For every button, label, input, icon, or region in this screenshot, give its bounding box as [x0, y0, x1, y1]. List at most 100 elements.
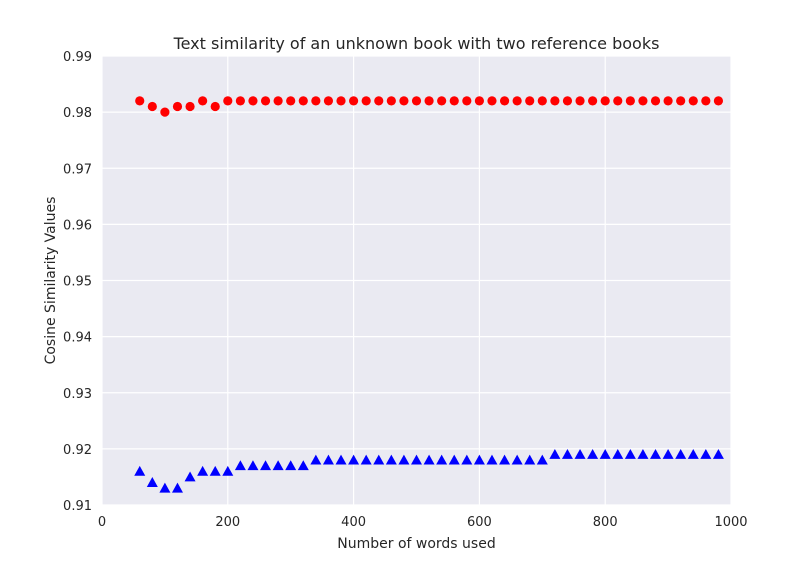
data-point-circle — [399, 96, 409, 106]
data-point-triangle — [260, 460, 272, 471]
data-point-circle — [525, 96, 535, 106]
data-point-triangle — [423, 454, 435, 465]
x-tick-labels: 0 200 400 600 800 1000 — [98, 515, 748, 530]
data-point-triangle — [234, 460, 246, 471]
y-tick-label: 0.96 — [63, 218, 92, 233]
data-point-circle — [474, 96, 484, 106]
data-point-triangle — [549, 448, 561, 459]
data-point-circle — [147, 101, 157, 112]
data-point-circle — [600, 96, 610, 106]
data-point-triangle — [687, 448, 699, 459]
data-point-circle — [323, 96, 334, 106]
data-point-triangle — [461, 454, 473, 465]
data-point-circle — [386, 96, 396, 106]
x-tick-label: 800 — [593, 515, 618, 530]
chart-title: Text similarity of an unknown book with … — [173, 34, 660, 53]
data-point-triangle — [587, 448, 599, 459]
data-point-circle — [499, 96, 510, 106]
data-point-circle — [298, 96, 308, 106]
data-point-triangle — [209, 465, 221, 476]
data-point-triangle — [184, 471, 196, 482]
data-point-circle — [311, 96, 321, 106]
data-point-triangle — [700, 448, 712, 459]
data-point-triangle — [524, 454, 536, 465]
data-point-circle — [575, 96, 585, 106]
y-tick-label: 0.91 — [63, 499, 92, 514]
data-point-circle — [210, 101, 220, 112]
data-point-triangle — [486, 454, 498, 465]
data-point-circle — [260, 96, 271, 106]
data-point-circle — [650, 96, 661, 106]
data-point-triangle — [310, 454, 322, 465]
data-point-triangle — [360, 454, 372, 465]
data-point-triangle — [448, 454, 460, 465]
data-point-circle — [361, 96, 371, 106]
data-point-triangle — [624, 448, 636, 459]
data-point-circle — [349, 96, 359, 106]
data-point-triangle — [322, 454, 334, 465]
data-point-circle — [160, 107, 170, 117]
data-point-circle — [374, 96, 384, 106]
series-2 — [134, 448, 724, 493]
data-point-triangle — [247, 460, 259, 471]
data-point-triangle — [574, 448, 586, 459]
data-point-circle — [625, 96, 635, 106]
data-point-circle — [449, 96, 459, 106]
y-tick-label: 0.93 — [63, 387, 92, 402]
data-point-circle — [424, 96, 434, 106]
data-point-triangle — [712, 448, 724, 459]
y-tick-label: 0.99 — [63, 50, 92, 65]
data-point-triangle — [171, 482, 183, 493]
data-point-triangle — [612, 448, 624, 459]
x-tick-label: 1000 — [714, 515, 747, 530]
data-point-triangle — [134, 465, 146, 476]
data-point-circle — [437, 96, 447, 106]
data-point-circle — [172, 101, 183, 112]
data-point-triangle — [650, 448, 662, 459]
data-point-triangle — [511, 454, 523, 465]
data-point-circle — [550, 96, 560, 106]
data-point-triangle — [411, 454, 422, 465]
data-point-circle — [198, 96, 208, 106]
data-point-circle — [185, 101, 195, 112]
data-point-circle — [248, 96, 258, 106]
y-tick-label: 0.97 — [63, 162, 92, 177]
data-point-triangle — [146, 477, 158, 487]
data-point-circle — [135, 96, 145, 106]
data-point-circle — [411, 96, 422, 106]
data-point-circle — [562, 96, 573, 106]
series-layer — [134, 96, 724, 493]
data-point-circle — [462, 96, 472, 106]
data-point-circle — [663, 96, 673, 106]
y-axis-label: Cosine Similarity Values — [43, 197, 59, 365]
data-point-triangle — [373, 454, 385, 465]
data-point-triangle — [599, 448, 611, 459]
data-point-triangle — [675, 448, 687, 459]
data-point-circle — [273, 96, 283, 106]
data-point-triangle — [561, 448, 573, 459]
y-tick-label: 0.98 — [63, 106, 92, 121]
x-tick-label: 0 — [98, 515, 106, 530]
x-axis-label: Number of words used — [337, 536, 495, 552]
data-point-triangle — [222, 465, 234, 476]
data-point-circle — [235, 96, 245, 106]
data-point-circle — [676, 96, 686, 106]
data-point-circle — [638, 96, 648, 106]
data-point-triangle — [272, 460, 284, 471]
x-tick-label: 600 — [467, 515, 492, 530]
data-point-triangle — [637, 448, 649, 459]
data-point-triangle — [348, 454, 360, 465]
grid-lines — [101, 55, 732, 506]
data-point-circle — [613, 96, 623, 106]
data-point-triangle — [398, 454, 410, 465]
y-tick-label: 0.95 — [63, 275, 92, 290]
x-tick-label: 400 — [341, 515, 366, 530]
data-point-triangle — [473, 454, 485, 465]
x-tick-label: 200 — [215, 515, 240, 530]
data-point-circle — [487, 96, 497, 106]
data-point-triangle — [385, 454, 397, 465]
data-point-circle — [588, 96, 598, 106]
data-point-circle — [537, 96, 547, 106]
data-point-triangle — [285, 460, 297, 471]
